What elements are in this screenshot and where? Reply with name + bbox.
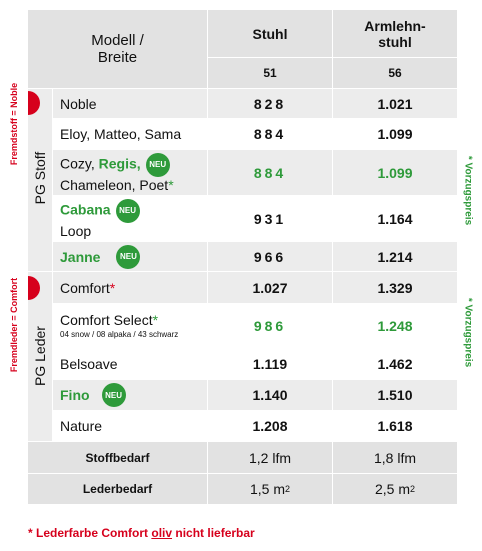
value: 986 — [208, 304, 332, 347]
name: Noble — [60, 95, 97, 112]
value: 1.510 — [333, 380, 457, 410]
name: Nature — [60, 418, 103, 434]
model-label: Modell / — [91, 32, 144, 49]
side-note: Fremdleder = Comfort — [9, 277, 19, 373]
badge: NEU — [101, 383, 126, 407]
model-label: Breite — [97, 49, 138, 66]
badge: NEU — [145, 152, 170, 177]
total-label: Stoffbedarf — [28, 442, 207, 473]
group-cell — [28, 272, 52, 441]
mask — [0, 80, 28, 480]
total-text: 2,5 m — [374, 481, 410, 497]
total-text: 1,5 m — [249, 481, 285, 497]
value: 1.021 — [333, 89, 457, 118]
value: 1.462 — [333, 348, 457, 379]
row-name: Eloy, Matteo, Sama — [53, 119, 207, 149]
total-value: 1,2 lfm — [208, 442, 332, 473]
asterisk: * — [168, 176, 174, 193]
value: 931 — [208, 196, 332, 241]
name: Comfort Select — [60, 312, 153, 328]
col-title: Stuhl — [208, 10, 332, 57]
col-width: 51 — [208, 58, 332, 88]
col-width: 56 — [333, 58, 457, 88]
value: 828 — [208, 89, 332, 118]
row-name: Comfort Select* 04 snow / 08 alpaka / 43… — [53, 304, 207, 347]
badge: NEU — [116, 244, 141, 269]
row-name: Cabana NEU Loop — [53, 196, 207, 241]
superscript: 2 — [410, 484, 416, 494]
value: 1.208 — [208, 411, 332, 441]
value: 1.027 — [208, 272, 332, 303]
asterisk: * — [152, 312, 159, 328]
value: 1.329 — [333, 272, 457, 303]
note: 04 snow / 08 alpaka / 43 schwarz — [60, 330, 179, 339]
value: 1.164 — [333, 196, 457, 241]
row-name: Noble — [53, 89, 207, 118]
model-header: Modell / Breite — [28, 10, 207, 88]
value: 1.099 — [333, 119, 457, 149]
name: Cozy, — [60, 155, 99, 172]
name: Loop — [60, 222, 92, 239]
value: 1.140 — [208, 380, 332, 410]
total-text: 1,2 lfm — [248, 449, 291, 466]
group-cell — [28, 89, 52, 271]
total-text: 1,8 lfm — [373, 449, 416, 466]
group-label: PG Stoff — [32, 151, 48, 205]
value: 1.119 — [208, 348, 332, 379]
name: Cabana — [60, 201, 111, 218]
price-note: * Vorzugspreis — [462, 155, 474, 226]
value: 884 — [208, 150, 332, 195]
row-name: Cozy, Regis, NEU Chameleon, Poet* — [53, 150, 207, 195]
col-title-line: Armlehn- — [364, 17, 426, 34]
row-name: Nature — [53, 411, 207, 441]
price-note: * Vorzugspreis — [462, 297, 474, 368]
value: 1.214 — [333, 242, 457, 271]
name: Janne — [60, 248, 101, 265]
name: Eloy, Matteo, Sama — [60, 126, 182, 142]
row-name: Belsoave — [53, 348, 207, 379]
footnote-text: * Lederfarbe Comfort — [28, 526, 152, 540]
footnote-text: oliv — [151, 526, 173, 540]
total-label: Lederbedarf — [28, 474, 207, 504]
name: Belsoave — [60, 355, 118, 372]
value: 1.248 — [333, 304, 457, 347]
total-value: 1,8 lfm — [333, 442, 457, 473]
badge: NEU — [115, 198, 140, 223]
value: 1.099 — [333, 150, 457, 195]
value: 884 — [208, 119, 332, 149]
name: Chameleon, Poet — [60, 176, 169, 193]
name: Fino — [60, 387, 90, 403]
col-title-line: stuhl — [378, 33, 412, 50]
footnote-text: nicht lieferbar — [172, 526, 255, 540]
name: Comfort — [60, 279, 110, 296]
asterisk: * — [109, 279, 116, 296]
row-name: Janne NEU — [53, 242, 207, 271]
superscript: 2 — [285, 484, 291, 494]
row-name: Fino NEU — [53, 380, 207, 410]
col-title: Armlehn-stuhl — [333, 10, 457, 57]
value: 966 — [208, 242, 332, 271]
value: 1.618 — [333, 411, 457, 441]
group-label: PG Leder — [32, 326, 48, 386]
name: Regis, — [98, 155, 141, 172]
row-name: Comfort * — [53, 272, 207, 303]
footnote: * Lederfarbe Comfort oliv nicht lieferba… — [28, 526, 255, 540]
side-note: Fremdstoff = Noble — [9, 82, 19, 166]
